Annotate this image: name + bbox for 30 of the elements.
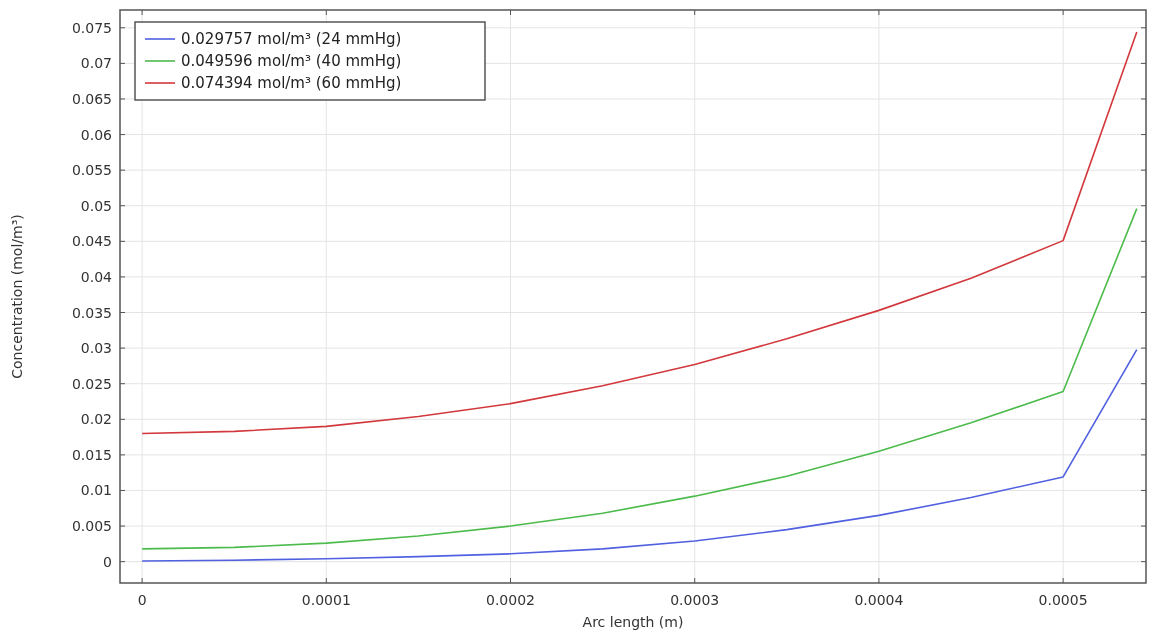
y-tick-label: 0.01 <box>80 482 112 499</box>
y-tick-label: 0.055 <box>71 162 112 179</box>
x-axis-title: Arc length (m) <box>582 614 684 630</box>
y-tick-label: 0.045 <box>71 233 112 250</box>
y-tick-label: 0.05 <box>80 197 112 214</box>
y-tick-label: 0.065 <box>71 90 112 107</box>
legend-label: 0.049596 mol/m³ (40 mmHg) <box>181 52 402 70</box>
y-tick-label: 0.025 <box>71 375 112 392</box>
y-tick-label: 0.075 <box>71 19 112 36</box>
y-tick-label: 0.07 <box>80 55 112 72</box>
x-tick-label: 0.0005 <box>1038 592 1088 608</box>
line-series <box>141 31 1138 435</box>
x-tick-label: 0.0001 <box>301 592 351 608</box>
y-tick-label: 0.06 <box>80 126 113 143</box>
legend-label: 0.029757 mol/m³ (24 mmHg) <box>181 30 402 48</box>
x-tick-label: 0.0004 <box>854 592 904 608</box>
y-tick-label: 0.02 <box>80 411 112 428</box>
y-tick-label: 0.04 <box>80 268 113 285</box>
y-tick-label: 0.015 <box>71 446 112 463</box>
line-series <box>141 348 1138 562</box>
x-tick-label: 0.0003 <box>670 592 720 608</box>
y-tick-label: 0.03 <box>80 340 112 357</box>
legend-label: 0.074394 mol/m³ (60 mmHg) <box>181 74 402 92</box>
x-tick-label: 0 <box>137 592 147 608</box>
y-tick-label: 0 <box>103 553 112 570</box>
y-tick-label: 0.035 <box>71 304 112 321</box>
line-series <box>141 207 1138 550</box>
y-axis-title: Concentration (mol/m³) <box>9 214 25 379</box>
x-tick-label: 0.0002 <box>486 592 536 608</box>
y-tick-label: 0.005 <box>71 518 112 535</box>
